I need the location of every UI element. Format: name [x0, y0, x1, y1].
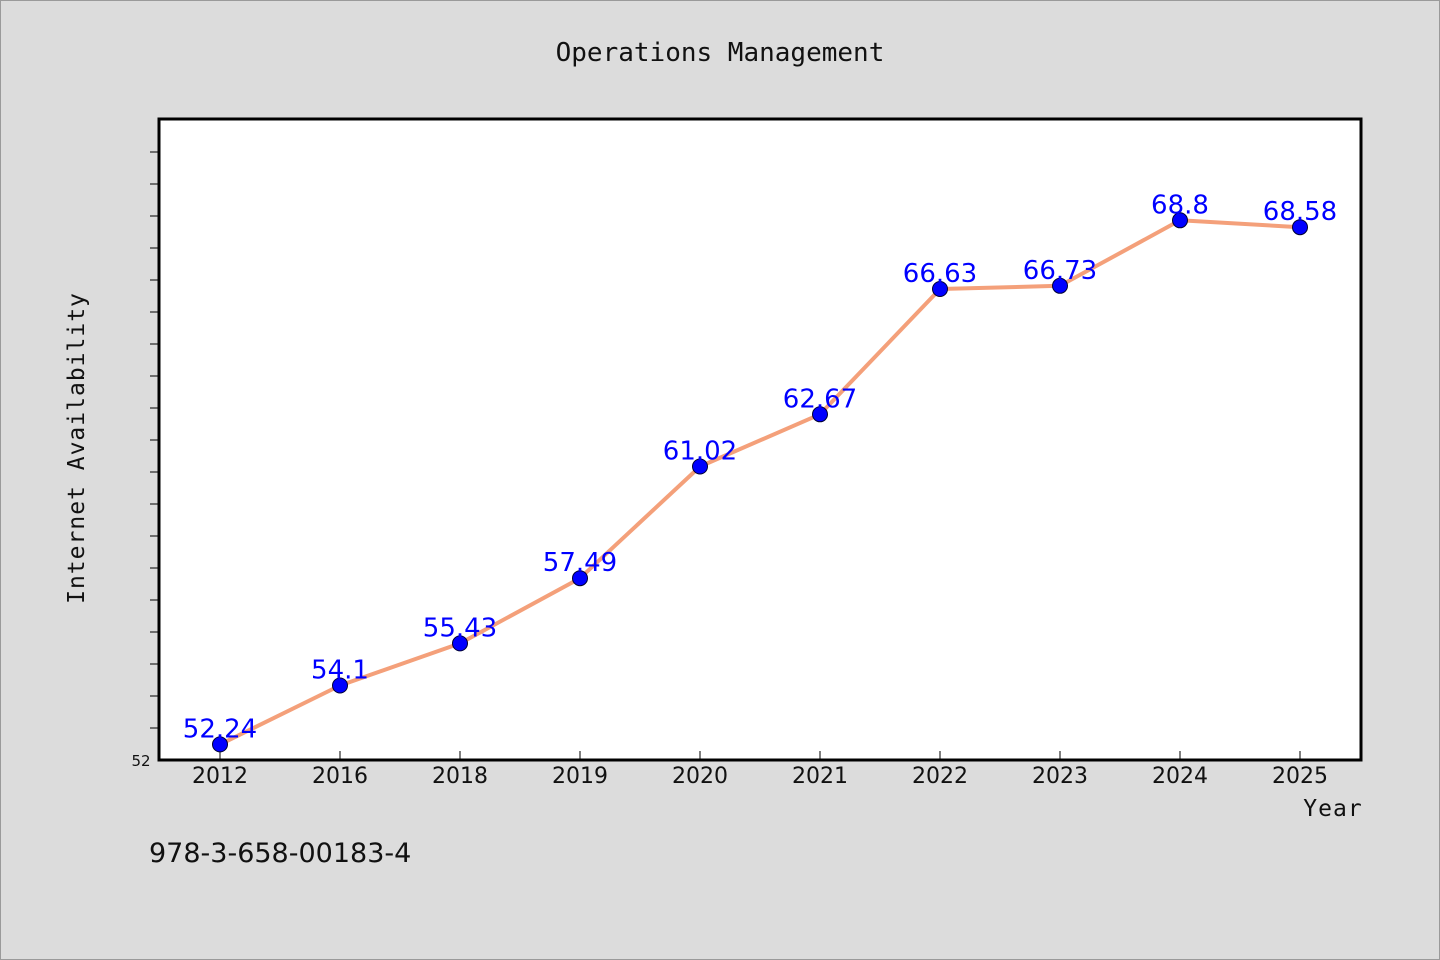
x-tick-label: 2023	[1032, 764, 1088, 789]
x-tick-label: 2012	[192, 764, 248, 789]
chart-title: Operations Management	[556, 38, 885, 68]
x-tick-label: 2025	[1272, 764, 1328, 789]
x-tick-label: 2018	[432, 764, 488, 789]
y-tick-label: 52	[131, 752, 150, 770]
data-label: 68.8	[1151, 190, 1209, 220]
data-point-marker	[1052, 277, 1068, 294]
y-axis-ticks	[150, 151, 159, 729]
y-axis-label: Internet Availability	[64, 292, 90, 604]
x-tick-label: 2019	[552, 764, 608, 789]
data-point-marker	[692, 458, 708, 475]
data-point-marker	[932, 281, 948, 297]
data-point-marker	[452, 635, 468, 652]
x-axis-ticks	[219, 751, 1301, 760]
data-point-marker	[572, 570, 588, 587]
data-label: 66.63	[903, 259, 977, 289]
data-label: 52.24	[183, 714, 257, 744]
footnote-isbn: 978-3-658-00183-4	[149, 838, 411, 869]
data-point-marker	[1292, 219, 1308, 236]
data-label: 62.67	[783, 384, 857, 414]
x-tick-label: 2021	[792, 764, 848, 789]
data-label: 54.1	[311, 656, 369, 686]
x-axis-label: Year	[1303, 796, 1362, 822]
data-point-marker	[812, 406, 828, 423]
data-label: 55.43	[423, 613, 497, 643]
x-tick-label: 2016	[312, 764, 368, 789]
data-label: 66.73	[1023, 256, 1097, 286]
x-tick-label: 2024	[1152, 764, 1208, 789]
series-line	[218, 218, 1302, 747]
data-point-marker	[1172, 212, 1188, 229]
x-axis-tick-labels: 2012 2016 2018 2019 2020 2021 2022 2023 2024 2025	[192, 764, 1328, 789]
data-label: 57.49	[543, 548, 617, 578]
x-tick-label: 2020	[672, 764, 728, 789]
data-labels: 52.24 54.1 55.43 57.49 61.02 62.67 66.63 66.73 6…	[183, 190, 1337, 744]
data-label: 68.58	[1263, 197, 1337, 227]
data-markers	[212, 212, 1308, 753]
data-label: 61.02	[663, 437, 737, 467]
x-tick-label: 2022	[912, 764, 968, 789]
data-point-marker	[332, 677, 348, 694]
data-point-marker	[212, 736, 228, 753]
